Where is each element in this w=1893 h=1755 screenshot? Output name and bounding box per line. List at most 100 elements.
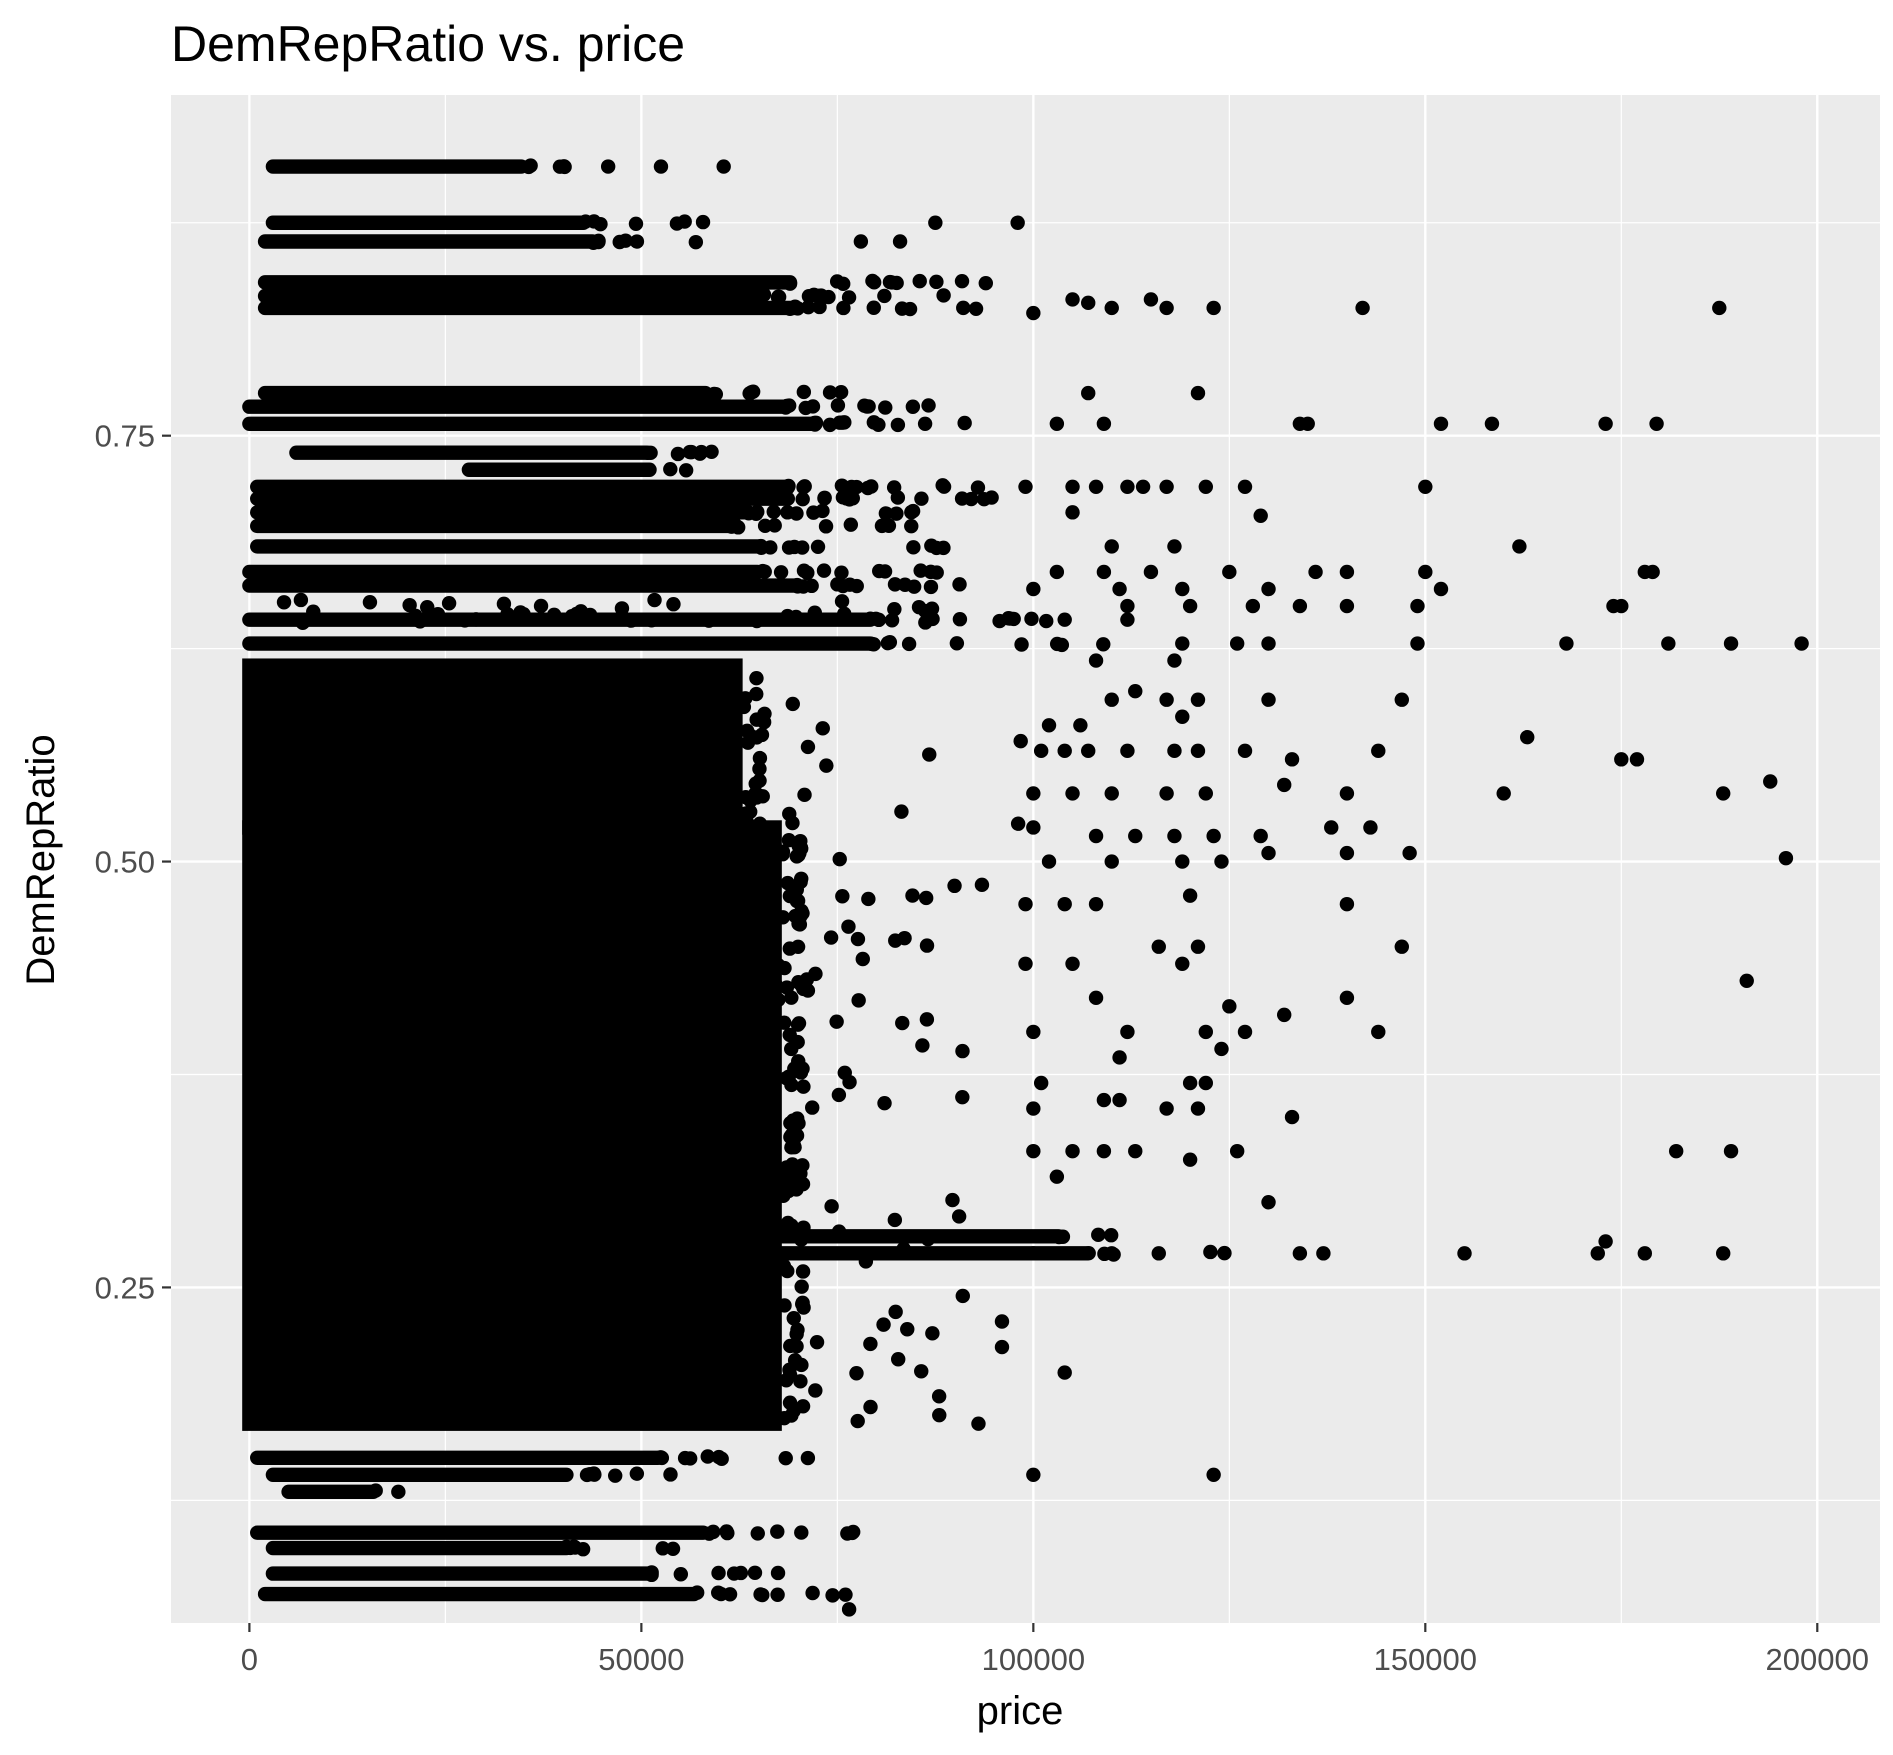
point-band — [712, 1229, 1066, 1244]
data-point — [836, 276, 851, 292]
x-tick-label: 100000 — [982, 1642, 1085, 1677]
data-point — [860, 480, 876, 496]
data-point — [521, 159, 536, 175]
data-point — [822, 385, 838, 400]
data-point — [1104, 692, 1119, 707]
data-point — [566, 1539, 582, 1554]
data-point — [1041, 718, 1057, 733]
data-point — [785, 300, 801, 316]
data-point — [578, 214, 593, 229]
x-axis: 0 50000 100000 150000 200000 — [241, 1623, 1869, 1677]
data-point — [832, 851, 847, 867]
data-point — [1645, 564, 1660, 580]
data-point — [1292, 1246, 1308, 1261]
data-point — [722, 1587, 738, 1602]
data-point — [1457, 1246, 1472, 1261]
data-point — [906, 540, 921, 555]
data-point — [1135, 479, 1151, 494]
data-point — [784, 1077, 799, 1093]
data-point — [884, 613, 900, 628]
data-point — [887, 602, 902, 617]
x-tick-label: 50000 — [598, 1642, 684, 1677]
data-point — [1614, 752, 1629, 767]
data-point — [770, 1587, 785, 1602]
data-point — [1418, 479, 1433, 494]
data-point — [1598, 416, 1613, 431]
data-point — [756, 287, 772, 302]
point-band — [257, 1586, 702, 1602]
data-point — [1151, 939, 1166, 954]
data-point — [994, 1339, 1010, 1355]
data-point — [780, 1263, 795, 1279]
data-point — [1661, 636, 1676, 651]
point-band — [265, 1566, 659, 1581]
data-point — [878, 400, 893, 415]
data-point — [771, 289, 786, 304]
data-point — [757, 518, 773, 534]
data-point — [768, 977, 783, 992]
data-point — [800, 1450, 816, 1466]
data-point — [1261, 636, 1276, 651]
data-point — [1112, 1050, 1127, 1065]
data-point — [1496, 786, 1511, 801]
data-point — [368, 1483, 383, 1498]
data-point — [861, 891, 876, 907]
data-point — [919, 1012, 935, 1027]
data-point — [771, 992, 786, 1007]
point-band — [250, 539, 767, 554]
data-point — [653, 1450, 668, 1465]
data-point — [1668, 1143, 1684, 1159]
data-point — [830, 398, 846, 413]
data-point — [834, 565, 849, 580]
chart-title: DemRepRatio vs. price — [171, 16, 685, 72]
point-band — [257, 234, 600, 249]
x-axis-title: price — [977, 1689, 1064, 1733]
data-point — [1649, 416, 1664, 431]
data-point — [1237, 743, 1253, 759]
data-point — [1559, 636, 1574, 651]
data-point — [1096, 564, 1112, 580]
data-point — [688, 234, 704, 250]
x-tick-label: 150000 — [1374, 1642, 1477, 1677]
data-point — [951, 1209, 967, 1224]
data-point — [1167, 743, 1182, 759]
data-point — [897, 577, 913, 592]
data-point — [884, 275, 899, 290]
data-point — [1049, 416, 1065, 431]
y-axis-title: DemRepRatio — [19, 734, 63, 985]
data-point — [835, 415, 850, 430]
data-point — [843, 517, 859, 532]
data-point — [833, 384, 849, 400]
data-point — [815, 721, 830, 736]
data-point — [878, 506, 894, 521]
data-point — [1128, 828, 1143, 844]
data-point — [837, 1065, 852, 1080]
data-point — [1277, 777, 1292, 793]
data-point — [778, 1451, 793, 1466]
data-point — [800, 983, 816, 998]
data-point — [749, 712, 764, 727]
data-point — [1159, 479, 1174, 494]
data-point — [1410, 598, 1425, 614]
data-point — [968, 301, 984, 317]
point-band — [250, 479, 796, 494]
data-point — [782, 1027, 797, 1043]
data-point — [866, 300, 881, 315]
data-point — [809, 1334, 825, 1350]
data-point — [1629, 752, 1645, 767]
data-point — [1018, 896, 1033, 912]
data-point — [949, 636, 965, 651]
data-point — [586, 235, 601, 250]
point-band — [265, 1540, 574, 1556]
data-point — [1339, 786, 1355, 801]
data-point — [1049, 1169, 1065, 1184]
data-point — [1190, 385, 1206, 401]
data-point — [1206, 828, 1221, 844]
data-point — [1520, 730, 1535, 745]
data-point — [600, 159, 616, 174]
data-point — [794, 1279, 809, 1294]
data-point — [1057, 1365, 1072, 1380]
data-point — [771, 1015, 786, 1031]
data-point — [1159, 1101, 1174, 1116]
data-point — [694, 444, 709, 460]
